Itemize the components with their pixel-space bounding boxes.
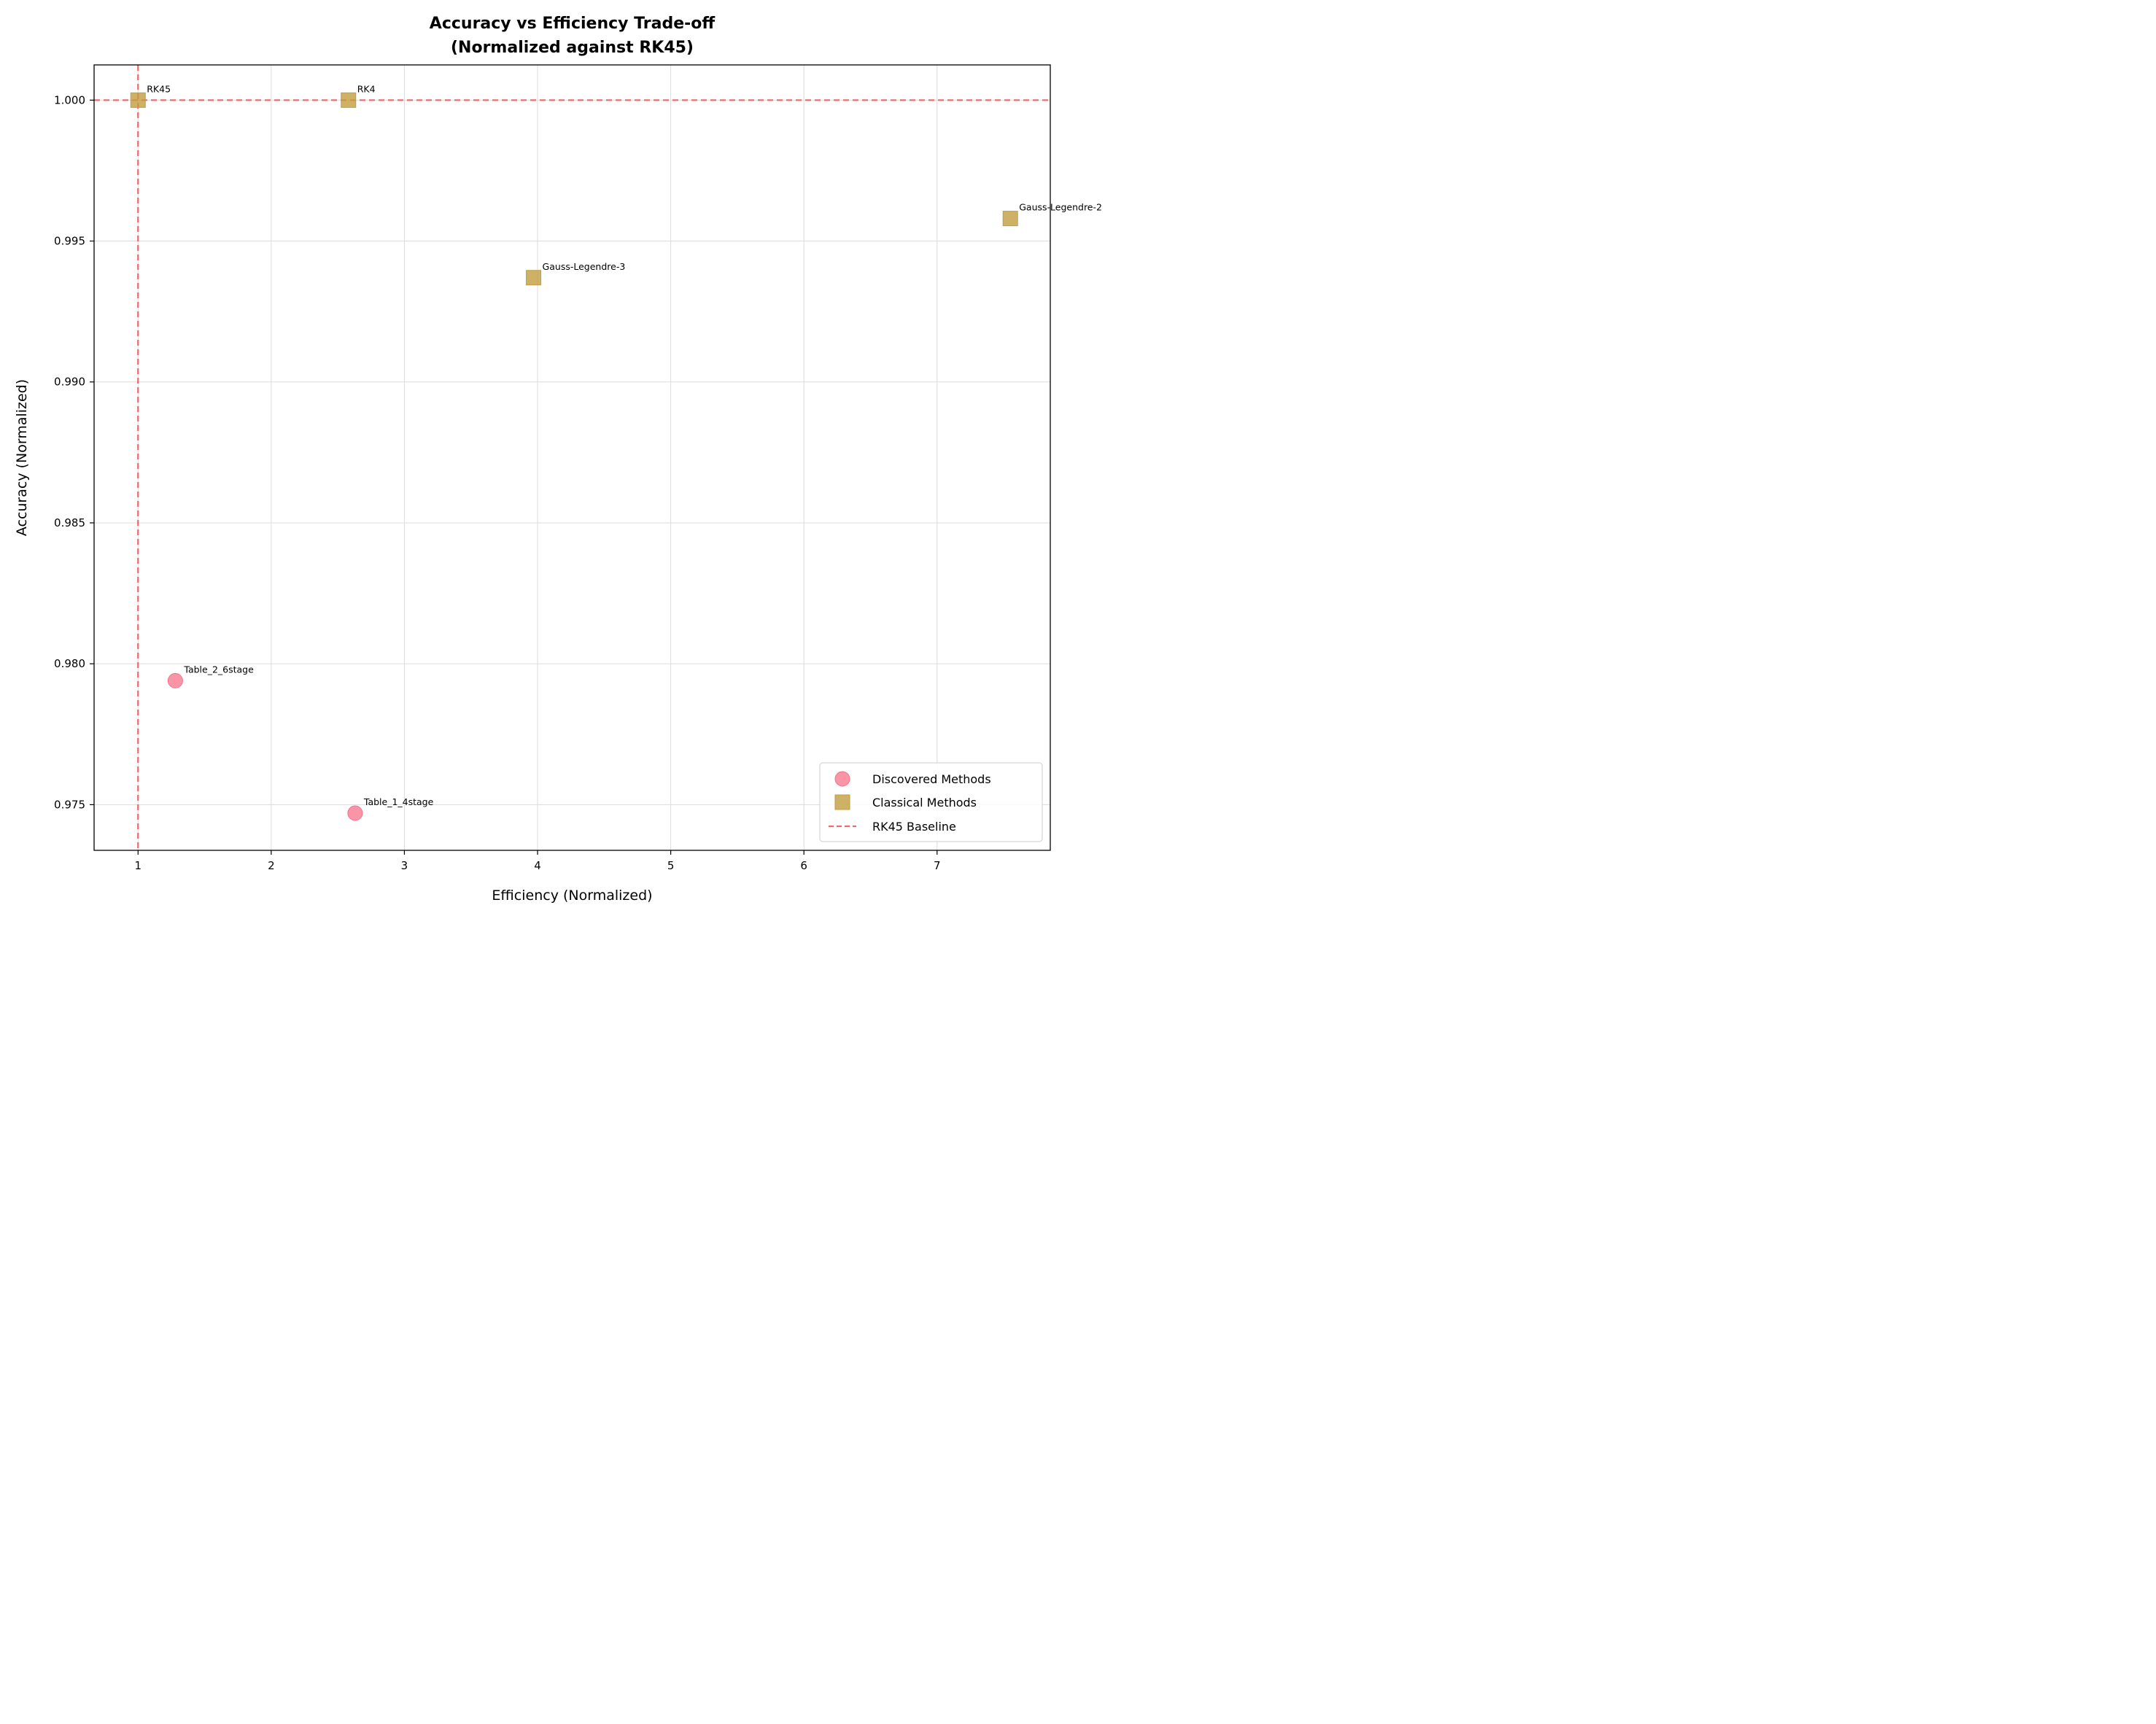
point-annotations: Table_2_6stage Table_1_4stage RK45 RK4 Gauss… — [147, 83, 1102, 807]
discovered-method-point — [347, 805, 363, 821]
y-tick-label: 1.000 — [54, 93, 85, 106]
chart-title-line1: Accuracy vs Efficiency Trade-off — [430, 15, 716, 33]
y-tick-label: 0.990 — [54, 376, 85, 389]
scatter-chart: Accuracy vs Efficiency Trade-off (Normal… — [0, 0, 1140, 912]
legend-label-classical: Classical Methods — [872, 796, 977, 809]
x-tick-label: 6 — [800, 859, 807, 872]
legend-marker-discovered — [834, 771, 850, 787]
discovered-method-point — [167, 672, 183, 688]
y-tick-label: 0.980 — [54, 657, 85, 670]
x-tick-label: 5 — [667, 859, 675, 872]
point-annotation: Table_2_6stage — [183, 664, 254, 675]
point-annotation: Gauss-Legendre-3 — [543, 261, 626, 272]
x-axis-ticks: 1 2 3 4 5 6 7 — [134, 850, 941, 872]
classical-method-point — [1002, 211, 1018, 227]
x-axis-label: Efficiency (Normalized) — [492, 888, 652, 904]
legend-label-discovered: Discovered Methods — [872, 772, 991, 786]
legend-marker-classical — [834, 794, 850, 810]
x-tick-label: 7 — [934, 859, 941, 872]
legend: Discovered Methods Classical Methods RK4… — [819, 762, 1043, 842]
y-tick-label: 0.995 — [54, 235, 85, 248]
y-tick-label: 0.975 — [54, 798, 85, 811]
plot-frame — [93, 64, 1051, 851]
point-annotation: RK45 — [147, 83, 171, 94]
point-annotation: Gauss-Legendre-2 — [1019, 202, 1102, 213]
grid-lines — [94, 65, 1050, 850]
baseline-lines — [94, 65, 1050, 850]
legend-box — [819, 762, 1043, 842]
classical-method-point — [341, 92, 357, 108]
legend-label-baseline: RK45 Baseline — [872, 820, 956, 834]
x-tick-label: 3 — [401, 859, 408, 872]
classical-method-point — [526, 270, 542, 286]
classical-method-point — [130, 92, 146, 108]
y-axis-label: Accuracy (Normalized) — [14, 379, 30, 536]
x-tick-label: 1 — [134, 859, 141, 872]
y-tick-label: 0.985 — [54, 516, 85, 529]
data-points — [130, 92, 1018, 821]
point-annotation: RK4 — [357, 83, 376, 94]
x-tick-label: 4 — [534, 859, 541, 872]
point-annotation: Table_1_4stage — [363, 796, 434, 807]
chart-title-line2: (Normalized against RK45) — [451, 39, 694, 57]
y-axis-ticks: 0.975 0.980 0.985 0.990 0.995 1.000 — [54, 93, 94, 811]
x-tick-label: 2 — [268, 859, 275, 872]
